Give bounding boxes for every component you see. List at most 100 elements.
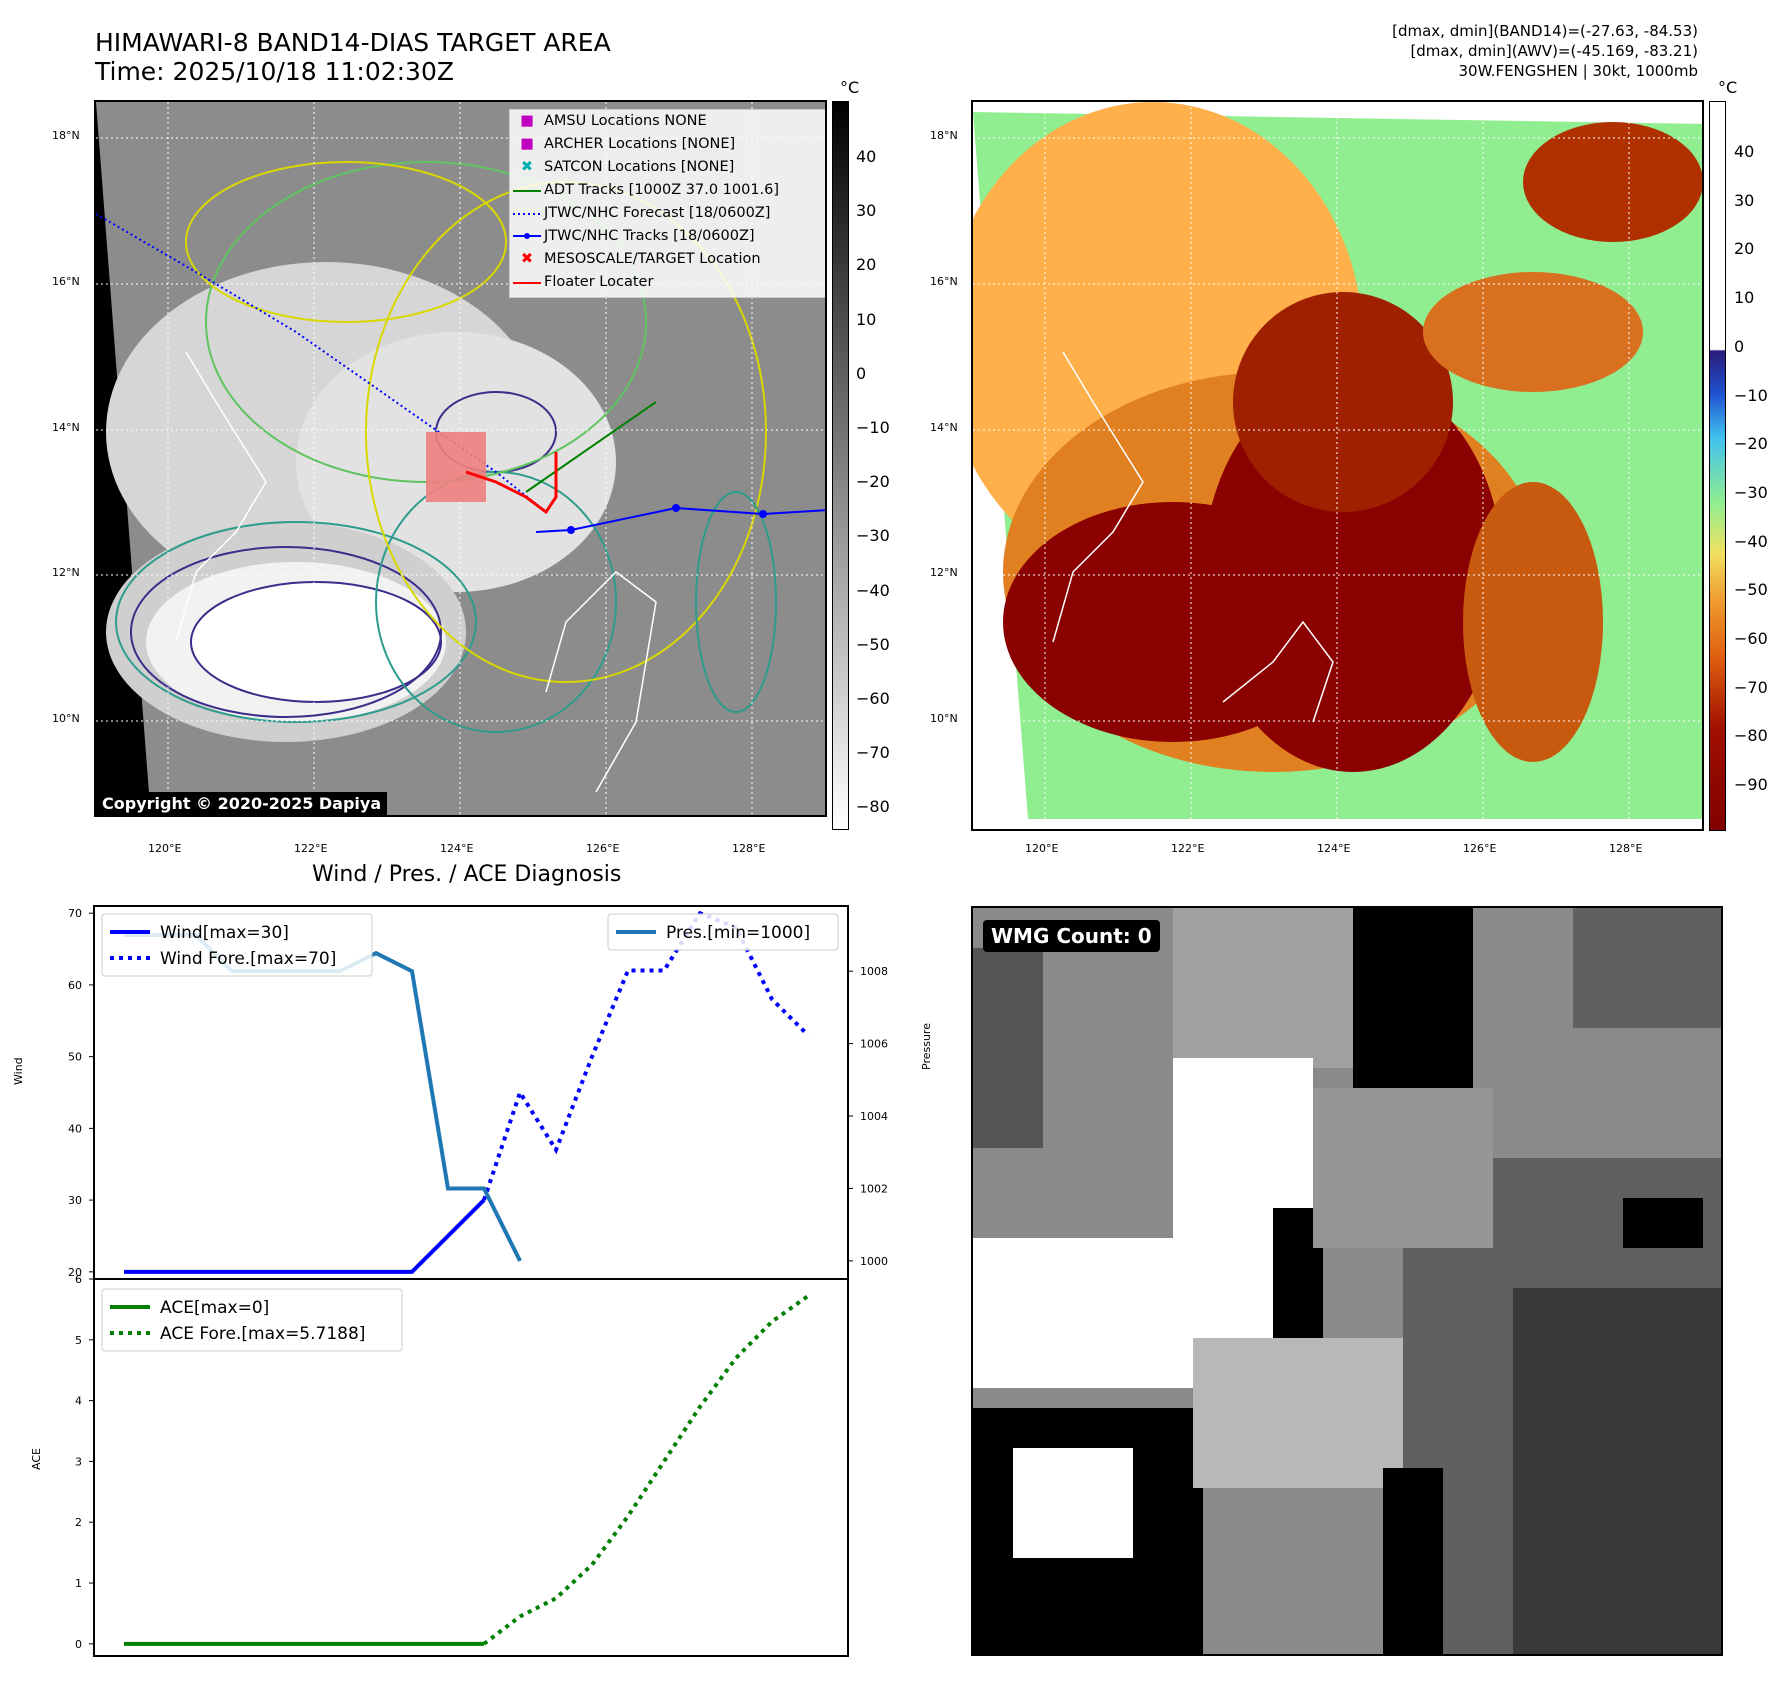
legend-jtwc-tracks: JTWC/NHC Tracks [18/0600Z] [510,225,825,248]
legend-label: Pres.[min=1000] [666,923,810,943]
lat-label: 10°N [52,712,80,725]
colorbar-tick-label: 0 [1734,336,1745,356]
colorbar-tick-label: 20 [1734,239,1755,259]
wmg-image [973,908,1721,1654]
lon-label: 128°E [1609,842,1643,855]
square-icon: ■ [520,136,534,152]
y-tick-label: 70 [68,907,82,920]
colorbar-tick-label: −80 [856,797,890,817]
square-icon: ■ [520,113,534,129]
line-icon [510,271,544,294]
y-tick-label: 30 [68,1194,82,1207]
ir-map-panel: ■ AMSU Locations NONE ■ ARCHER Locations [… [94,100,827,817]
legend-label: Wind Fore.[max=70] [160,949,336,969]
y-tick-label: 2 [75,1516,82,1529]
colorbar-tick-label: −10 [1734,385,1768,405]
legend-label: ARCHER Locations [NONE] [544,136,736,152]
colorbar-tick-label: −70 [856,743,890,763]
colorbar-tick-label: 40 [1734,142,1755,161]
legend-label: MESOSCALE/TARGET Location [544,251,761,267]
series-line-1 [482,910,810,1201]
ace-chart-svg: 6 5 4 3 2 1 0 ACE[max=0] ACE Fore.[max=5.7188] [75,1273,849,1657]
wind-chart-svg: 70 60 50 40 30 20 1008 1006 1004 1002 1000 Wind[max… [68,905,888,1280]
legend-label: Floater Locater [544,274,654,290]
colorbar-tick-label: −10 [856,418,890,437]
wmg-panel: WMG Count: 0 [971,906,1723,1656]
lat-label: 16°N [52,275,80,288]
lon-label: 122°E [294,842,328,855]
ace-chart: 6 5 4 3 2 1 0 ACE[max=0] ACE Fore.[max=5.7188] [75,1273,849,1657]
lat-label: 18°N [930,129,958,142]
lat-label: 12°N [52,566,80,579]
lon-label: 124°E [1317,842,1351,855]
copyright: Copyright © 2020-2025 Dapiya [96,792,388,815]
lat-label: 10°N [930,712,958,725]
y-tick-label: 0 [75,1638,82,1651]
colorbar1-unit: °C [840,78,860,97]
legend-box [101,913,373,977]
colorbar-tick-label: −50 [856,634,890,654]
legend-box [607,913,839,951]
y-tick-label: 20 [68,1266,82,1279]
lat-label: 14°N [930,421,958,434]
y2-tick-label: 1006 [860,1038,888,1051]
legend-amsu: ■ AMSU Locations NONE [510,110,825,133]
colorbar2-unit: °C [1718,78,1738,97]
colorbar2 [1709,101,1726,831]
y-tick-label: 40 [68,1122,82,1135]
legend-archer: ■ ARCHER Locations [NONE] [510,133,825,156]
x-icon: ✖ [520,251,534,267]
lat-label: 14°N [52,421,80,434]
y-tick-label: 6 [75,1273,82,1286]
pressure-ylabel: Pressure [920,1023,933,1070]
colorbar1 [832,101,849,830]
colorbar-tick-label: 10 [1734,288,1755,308]
plot-frame [93,1278,849,1657]
lat-label: 18°N [52,129,80,142]
colorbar-tick-label: 10 [856,309,877,329]
colorbar-tick-label: −30 [856,526,890,546]
dotted-line-icon [510,202,544,225]
x-icon: ✖ [520,159,534,175]
y2-tick-label: 1008 [860,965,888,978]
colorbar-tick-label: −50 [1734,580,1768,600]
line-icon [510,179,544,202]
y-tick-label: 1 [75,1577,82,1590]
lat-label: 12°N [930,566,958,579]
legend-label: ACE[max=0] [160,1298,269,1318]
page-title: HIMAWARI-8 BAND14-DIAS TARGET AREA [95,28,611,57]
series-line-2 [124,932,522,1262]
colorbar-tick-label: 20 [856,255,877,275]
legend-target: ✖ MESOSCALE/TARGET Location [510,248,825,271]
wind-chart: 70 60 50 40 30 20 1008 1006 1004 1002 1000 Wind[max… [68,905,888,1280]
legend-label: AMSU Locations NONE [544,113,707,129]
lon-label: 126°E [586,842,620,855]
legend-label: JTWC/NHC Forecast [18/0600Z] [544,205,771,221]
timestamp: Time: 2025/10/18 11:02:30Z [95,57,454,86]
awv-map-image [973,102,1702,829]
legend-box [101,1288,403,1352]
chart-title: Wind / Pres. / ACE Diagnosis [312,862,622,887]
map-legend: ■ AMSU Locations NONE ■ ARCHER Locations [… [509,109,825,298]
colorbar-tick-label: 30 [856,201,877,221]
legend-label: SATCON Locations [NONE] [544,159,735,175]
wmg-count-badge: WMG Count: 0 [983,920,1160,952]
colorbar-tick-label: −20 [856,472,890,492]
lon-label: 122°E [1171,842,1205,855]
info-band14: [dmax, dmin](BAND14)=(-27.63, -84.53) [1392,22,1698,40]
series-line-0 [124,1198,486,1274]
lon-label: 126°E [1463,842,1497,855]
legend-satcon: ✖ SATCON Locations [NONE] [510,156,825,179]
colorbar-tick-label: −60 [1734,629,1768,648]
colorbar-tick-label: −90 [1734,775,1768,795]
y-tick-label: 60 [68,979,82,992]
legend-jtwc-forecast: JTWC/NHC Forecast [18/0600Z] [510,202,825,225]
colorbar-tick-label: −60 [856,689,890,708]
y2-tick-label: 1004 [860,1110,888,1123]
colorbar-tick-label: 40 [856,147,877,166]
y2-tick-label: 1000 [860,1255,888,1268]
lon-label: 124°E [440,842,474,855]
y-tick-label: 4 [75,1395,82,1408]
info-awv: [dmax, dmin](AWV)=(-45.169, -83.21) [1410,42,1698,60]
awv-map-panel [971,100,1704,831]
